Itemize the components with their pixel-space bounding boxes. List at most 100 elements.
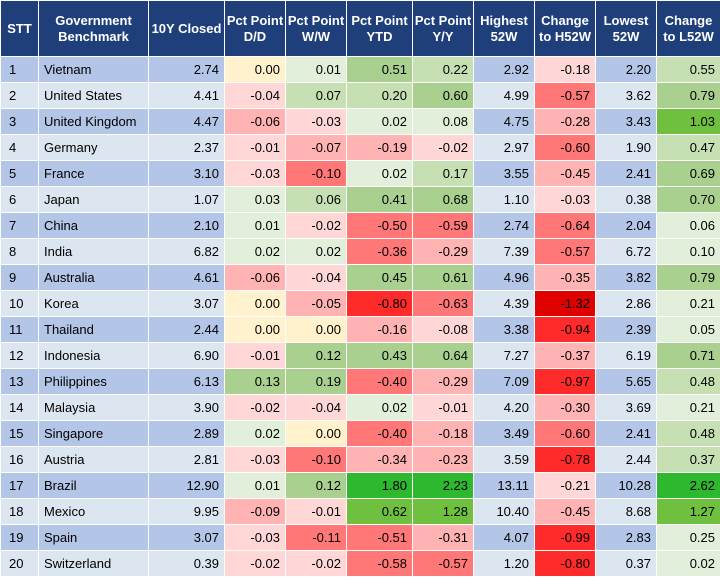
cell-pct-dd: 0.01 bbox=[225, 213, 286, 239]
cell-lowest-52w: 3.62 bbox=[596, 83, 657, 109]
cell-change-h52w: -0.64 bbox=[535, 213, 596, 239]
cell-change-h52w: -0.94 bbox=[535, 317, 596, 343]
cell-pct-yy: -0.31 bbox=[413, 525, 474, 551]
cell-closed-10y: 4.47 bbox=[149, 109, 225, 135]
cell-highest-52w: 7.27 bbox=[474, 343, 535, 369]
cell-benchmark: Malaysia bbox=[39, 395, 149, 421]
cell-lowest-52w: 2.04 bbox=[596, 213, 657, 239]
cell-pct-ww: -0.10 bbox=[286, 161, 347, 187]
cell-change-l52w: 0.79 bbox=[657, 265, 720, 291]
cell-benchmark: Vietnam bbox=[39, 57, 149, 83]
cell-closed-10y: 2.81 bbox=[149, 447, 225, 473]
cell-pct-yy: 0.60 bbox=[413, 83, 474, 109]
cell-highest-52w: 4.07 bbox=[474, 525, 535, 551]
cell-pct-ww: -0.02 bbox=[286, 551, 347, 577]
cell-closed-10y: 3.07 bbox=[149, 525, 225, 551]
cell-pct-dd: -0.03 bbox=[225, 161, 286, 187]
header-stt: STT bbox=[1, 1, 39, 57]
cell-highest-52w: 4.75 bbox=[474, 109, 535, 135]
cell-highest-52w: 3.49 bbox=[474, 421, 535, 447]
cell-lowest-52w: 2.20 bbox=[596, 57, 657, 83]
cell-benchmark: Japan bbox=[39, 187, 149, 213]
cell-closed-10y: 2.89 bbox=[149, 421, 225, 447]
cell-change-l52w: 0.48 bbox=[657, 369, 720, 395]
cell-lowest-52w: 1.90 bbox=[596, 135, 657, 161]
cell-pct-ww: 0.00 bbox=[286, 421, 347, 447]
cell-pct-ytd: 0.02 bbox=[347, 109, 413, 135]
cell-change-h52w: -0.99 bbox=[535, 525, 596, 551]
cell-benchmark: Germany bbox=[39, 135, 149, 161]
cell-stt: 3 bbox=[1, 109, 39, 135]
cell-pct-yy: 2.23 bbox=[413, 473, 474, 499]
cell-closed-10y: 4.61 bbox=[149, 265, 225, 291]
header-ytd: Pct Point YTD bbox=[347, 1, 413, 57]
cell-pct-dd: 0.00 bbox=[225, 317, 286, 343]
cell-pct-yy: -0.01 bbox=[413, 395, 474, 421]
cell-pct-dd: -0.02 bbox=[225, 395, 286, 421]
cell-highest-52w: 10.40 bbox=[474, 499, 535, 525]
cell-pct-ytd: 0.45 bbox=[347, 265, 413, 291]
cell-pct-yy: -0.57 bbox=[413, 551, 474, 577]
cell-change-h52w: -0.37 bbox=[535, 343, 596, 369]
cell-lowest-52w: 10.28 bbox=[596, 473, 657, 499]
cell-pct-ytd: -0.80 bbox=[347, 291, 413, 317]
header-benchmark: Government Benchmark bbox=[39, 1, 149, 57]
cell-change-l52w: 0.37 bbox=[657, 447, 720, 473]
cell-lowest-52w: 0.38 bbox=[596, 187, 657, 213]
cell-stt: 1 bbox=[1, 57, 39, 83]
cell-pct-dd: -0.02 bbox=[225, 551, 286, 577]
cell-lowest-52w: 6.72 bbox=[596, 239, 657, 265]
cell-change-l52w: 0.02 bbox=[657, 551, 720, 577]
cell-benchmark: Korea bbox=[39, 291, 149, 317]
cell-stt: 16 bbox=[1, 447, 39, 473]
cell-pct-yy: 0.17 bbox=[413, 161, 474, 187]
cell-pct-yy: 1.28 bbox=[413, 499, 474, 525]
cell-stt: 8 bbox=[1, 239, 39, 265]
cell-highest-52w: 13.11 bbox=[474, 473, 535, 499]
cell-closed-10y: 3.07 bbox=[149, 291, 225, 317]
cell-pct-ytd: 0.62 bbox=[347, 499, 413, 525]
header-dd: Pct Point D/D bbox=[225, 1, 286, 57]
cell-pct-ww: 0.06 bbox=[286, 187, 347, 213]
cell-highest-52w: 4.20 bbox=[474, 395, 535, 421]
cell-benchmark: United Kingdom bbox=[39, 109, 149, 135]
cell-pct-ytd: 0.20 bbox=[347, 83, 413, 109]
cell-benchmark: Spain bbox=[39, 525, 149, 551]
cell-change-l52w: 0.47 bbox=[657, 135, 720, 161]
cell-pct-dd: 0.03 bbox=[225, 187, 286, 213]
cell-closed-10y: 9.95 bbox=[149, 499, 225, 525]
cell-closed-10y: 12.90 bbox=[149, 473, 225, 499]
header-change-l52w: Change to L52W bbox=[657, 1, 720, 57]
cell-pct-dd: -0.06 bbox=[225, 109, 286, 135]
cell-pct-dd: 0.00 bbox=[225, 291, 286, 317]
cell-benchmark: Australia bbox=[39, 265, 149, 291]
cell-benchmark: Philippines bbox=[39, 369, 149, 395]
cell-benchmark: Mexico bbox=[39, 499, 149, 525]
cell-change-h52w: -0.45 bbox=[535, 161, 596, 187]
cell-pct-yy: -0.18 bbox=[413, 421, 474, 447]
cell-pct-dd: 0.02 bbox=[225, 239, 286, 265]
cell-lowest-52w: 5.65 bbox=[596, 369, 657, 395]
cell-change-h52w: -1.32 bbox=[535, 291, 596, 317]
header-lowest-52w: Lowest 52W bbox=[596, 1, 657, 57]
cell-lowest-52w: 3.69 bbox=[596, 395, 657, 421]
cell-highest-52w: 3.55 bbox=[474, 161, 535, 187]
cell-stt: 10 bbox=[1, 291, 39, 317]
cell-pct-ytd: -0.50 bbox=[347, 213, 413, 239]
cell-change-l52w: 0.48 bbox=[657, 421, 720, 447]
header-change-h52w: Change to H52W bbox=[535, 1, 596, 57]
cell-pct-ytd: 0.02 bbox=[347, 161, 413, 187]
cell-closed-10y: 6.13 bbox=[149, 369, 225, 395]
cell-change-h52w: -0.57 bbox=[535, 83, 596, 109]
cell-pct-dd: -0.03 bbox=[225, 525, 286, 551]
